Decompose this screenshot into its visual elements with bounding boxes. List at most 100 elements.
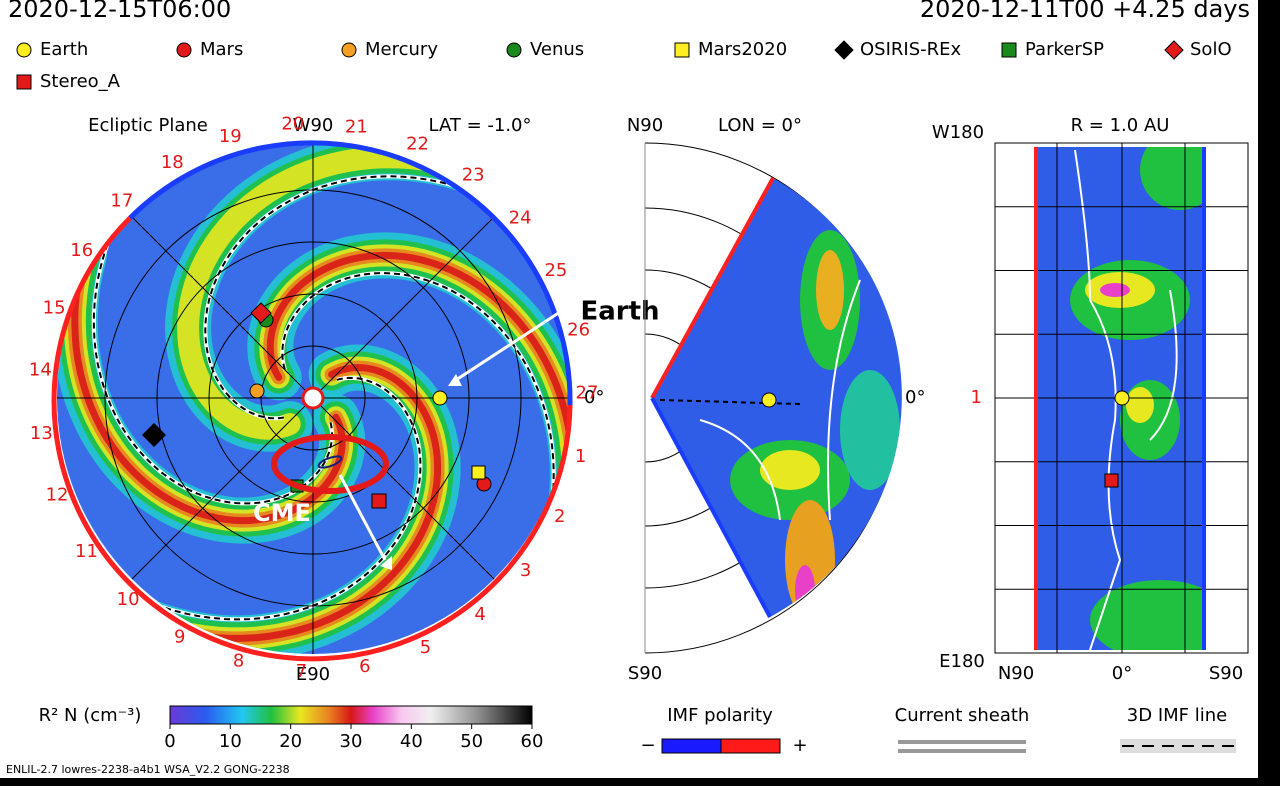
day-label: 25 [544, 260, 567, 281]
day-label: 21 [345, 116, 368, 137]
legend-marker [834, 40, 854, 60]
earth-arrowhead [448, 374, 462, 386]
day-label: 17 [110, 191, 133, 212]
imf-title: IMF polarity [667, 705, 773, 726]
ecliptic-lat: LAT = -1.0° [429, 115, 532, 136]
sheath-line-1 [898, 740, 1026, 744]
legend-marker [674, 42, 690, 58]
cme-circle [271, 434, 389, 494]
day-label: 8 [233, 651, 244, 672]
legend-label: Mercury [365, 39, 438, 60]
legend-marker [176, 42, 192, 58]
wedge-border-blue [650, 397, 772, 618]
density-band [266, 251, 569, 569]
day-label: 14 [29, 359, 52, 380]
day-label: 10 [117, 589, 140, 610]
colorbar-tick-label: 50 [460, 731, 483, 752]
legend: Earth Mars Mercury Venus Mars2020 OSIRIS-REx P… [16, 39, 1232, 92]
legend-label: Stereo_A [40, 71, 121, 92]
radial-bottom-label: 0° [1112, 663, 1132, 684]
earth-marker-2 [761, 392, 777, 408]
density-band [177, 146, 477, 440]
meridional-top: N90 [627, 115, 663, 136]
colorbar-ticks: 0 10 20 30 40 50 60 [164, 724, 543, 752]
colorbar-tick-label: 60 [521, 731, 544, 752]
day-label: 2 [554, 506, 565, 527]
meridional-right: 0° [905, 387, 925, 408]
day-label: 16 [70, 240, 93, 261]
radial-bottom-label: N90 [998, 663, 1034, 684]
wedge-border-red [650, 177, 775, 399]
frame-right [1258, 0, 1280, 786]
legend-marker [341, 42, 357, 58]
legend-marker [16, 74, 32, 90]
radial-bottom-left: E180 [939, 651, 985, 672]
day-label: 5 [420, 637, 431, 658]
day-label: 27 [576, 383, 599, 404]
meridional-bottom: S90 [628, 663, 662, 684]
earth-marker [432, 390, 448, 406]
legend-marker [506, 42, 522, 58]
density-band [118, 363, 442, 642]
legend-marker [1164, 40, 1184, 60]
field-line [92, 202, 334, 505]
legend-label: Mars [200, 39, 243, 60]
earth-arrow [455, 310, 561, 382]
colorbar-tick-label: 10 [219, 731, 242, 752]
imf-positive [720, 738, 781, 754]
radial-density [1070, 147, 1205, 650]
stereo-marker [371, 493, 387, 509]
colorbar-tick-label: 20 [279, 731, 302, 752]
legend-label: Mars2020 [698, 39, 787, 60]
legend-label: ParkerSP [1025, 39, 1104, 60]
legend-label: OSIRIS-REx [860, 39, 962, 60]
field-line [204, 175, 518, 420]
frame-bottom [0, 778, 1280, 786]
colorbar-label: R² N (cm⁻³) [39, 705, 142, 726]
cme-label: CME [253, 499, 311, 527]
legend-label: Earth [40, 39, 88, 60]
legend-label: SolO [1190, 39, 1232, 60]
imf-plus: + [792, 735, 807, 756]
field-line [281, 272, 555, 621]
imf-negative [661, 738, 722, 754]
day-label: 15 [43, 297, 66, 318]
legend-marker [1001, 42, 1017, 58]
day-label: 6 [359, 656, 370, 677]
imf-line-label: 3D IMF line [1127, 705, 1227, 726]
day-label: 4 [474, 604, 485, 625]
ecliptic-top: W90 [293, 115, 334, 136]
day-label: 23 [462, 165, 485, 186]
imf-line-bg [1120, 739, 1236, 753]
colorbar [169, 705, 533, 725]
cme-arrow [338, 474, 387, 561]
ecliptic-bottom: E90 [296, 664, 330, 685]
sun [301, 386, 325, 410]
legend-marker [16, 42, 32, 58]
time-right: 2020-12-11T00 +4.25 days [920, 0, 1250, 23]
imf-minus: − [640, 735, 655, 756]
colorbar-tick-label: 0 [164, 731, 175, 752]
legend-label: Venus [530, 39, 584, 60]
earth-marker-3 [1114, 390, 1130, 406]
radial-bottom-labels: N90 0° S90 [998, 663, 1243, 684]
ecliptic-title: Ecliptic Plane [88, 115, 208, 136]
stereo-marker-2 [1104, 473, 1119, 488]
cme-shape [317, 455, 343, 469]
day-label: 9 [174, 626, 185, 647]
colorbar-tick-label: 30 [340, 731, 363, 752]
day-label: 22 [406, 134, 429, 155]
day-label: 13 [30, 423, 53, 444]
radial-top-left: W180 [932, 122, 984, 143]
footer: ENLIL-2.7 lowres-2238-a4b1 WSA_V2.2 GONG… [6, 763, 290, 776]
sheath-label: Current sheath [895, 705, 1030, 726]
radial-bottom-label: S90 [1209, 663, 1243, 684]
day-label: 7 [296, 661, 307, 682]
field-line [74, 376, 422, 621]
cme-arrowhead [380, 556, 392, 570]
day-label: 18 [161, 152, 184, 173]
earth-label: Earth [580, 297, 659, 327]
day-label: 11 [75, 541, 98, 562]
